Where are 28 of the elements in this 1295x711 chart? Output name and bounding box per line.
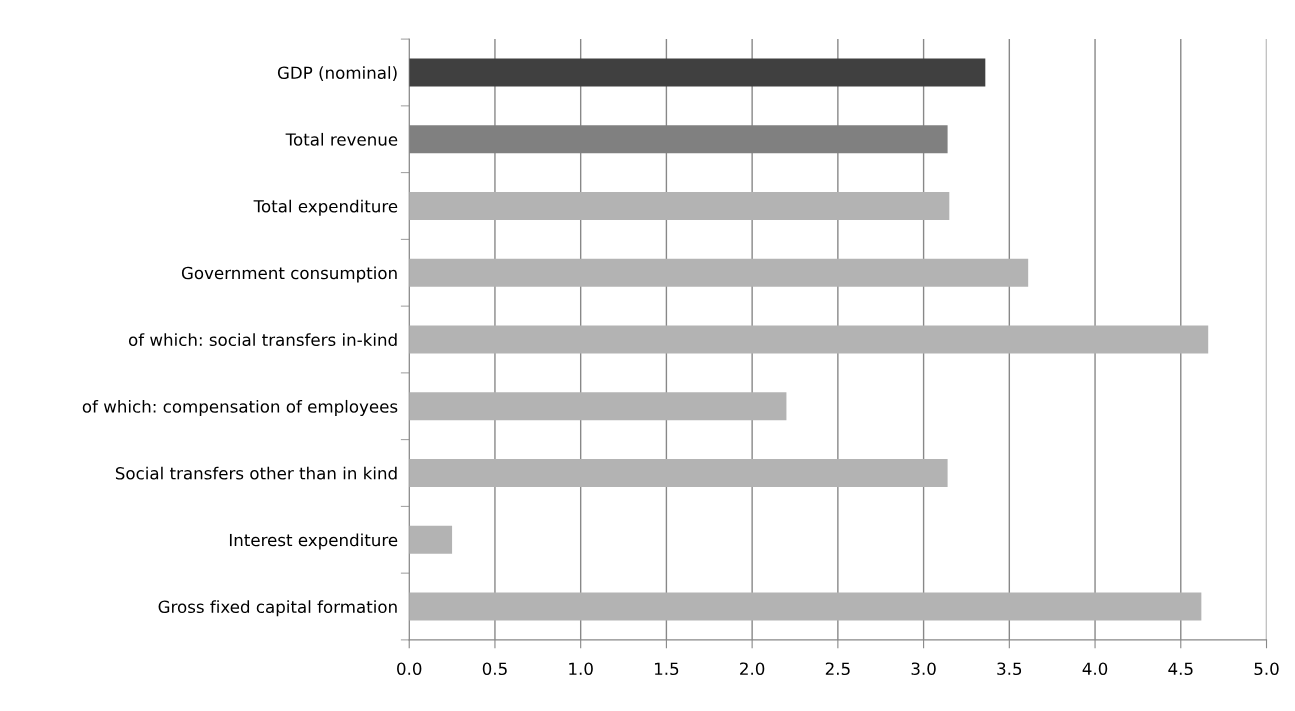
bar — [409, 258, 1029, 287]
y-tick-label: Gross fixed capital formation — [158, 600, 397, 617]
y-tick-label: of which: social transfers in-kind — [128, 333, 397, 347]
bar — [409, 458, 948, 488]
bar — [409, 592, 1202, 621]
x-tick-label: 2.5 — [825, 662, 850, 676]
x-tick-label: 5.0 — [1254, 662, 1279, 676]
y-tick-label: Social transfers other than in kind — [115, 466, 397, 480]
y-tick-label: Total expenditure — [253, 199, 398, 216]
x-tick-label: 1.5 — [654, 662, 679, 676]
x-tick-label: 3.0 — [911, 662, 936, 676]
x-tick-label: 0.5 — [482, 662, 507, 676]
x-tick-label: 4.5 — [1168, 662, 1193, 676]
y-tick-label: Government consumption — [181, 266, 397, 283]
x-tick-label: 2.0 — [740, 662, 765, 676]
bar — [409, 58, 986, 87]
x-tick-label: 4.0 — [1082, 662, 1108, 676]
bar — [409, 392, 787, 421]
x-tick-label: 1.0 — [569, 662, 593, 676]
y-tick-label: of which: compensation of employees — [82, 399, 398, 417]
x-tick-label: 0.0 — [397, 662, 422, 676]
y-tick-label: Interest expenditure — [229, 533, 398, 550]
y-tick-label: GDP (nominal) — [277, 66, 397, 82]
bar — [409, 191, 950, 221]
x-tick-label: 3.5 — [997, 662, 1022, 676]
bar — [409, 325, 1209, 354]
bar — [409, 525, 453, 554]
y-tick-label: Total revenue — [285, 132, 398, 146]
